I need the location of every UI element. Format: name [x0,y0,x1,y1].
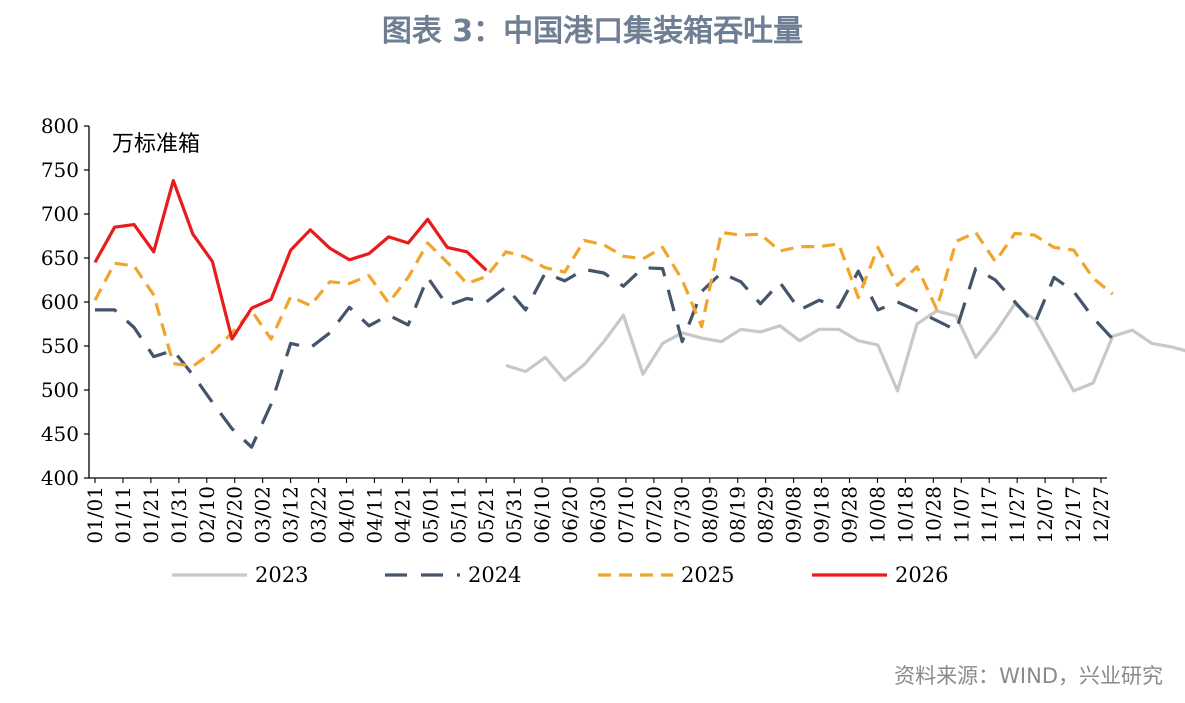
series-line-2024 [95,266,1114,449]
x-tick-label: 11/17 [977,486,1001,544]
x-tick-label: 06/20 [558,486,582,544]
y-tick-label: 400 [41,466,79,490]
x-tick-label: 06/10 [530,486,554,544]
series-line-2025 [93,230,1114,368]
x-tick-label: 09/18 [810,486,834,544]
x-tick-label: 03/02 [251,486,275,544]
x-tick-label: 01/01 [83,486,107,544]
x-tick-label: 11/07 [949,486,973,544]
source-note: 资料来源：WIND，兴业研究 [894,664,1163,688]
x-axis-ticks: 01/01 01/11 01/21 01/31 02/10 02/20 03/02 03/12… [83,478,1113,544]
x-tick-label: 02/20 [223,486,247,544]
y-unit-label: 万标准箱 [112,132,200,157]
legend-label-2025: 2025 [681,563,734,587]
x-tick-label: 10/08 [865,486,889,544]
x-tick-label: 09/08 [782,486,806,544]
x-tick-label: 07/20 [642,486,666,544]
x-tick-label: 12/07 [1033,486,1057,544]
y-axis-ticks: 400 450 500 550 600 650 700 750 800 [41,114,89,490]
legend-label-2023: 2023 [255,563,308,587]
x-tick-label: 03/22 [307,486,331,544]
x-tick-label: 10/28 [921,486,945,544]
y-tick-label: 450 [41,422,79,446]
y-tick-label: 550 [41,334,79,358]
legend: 2023 2024 2025 2026 [172,563,948,587]
x-tick-label: 05/11 [446,486,470,544]
y-tick-label: 700 [41,202,79,226]
x-tick-label: 02/10 [195,486,219,544]
x-tick-label: 12/17 [1061,486,1085,544]
series-line-2026 [93,179,488,341]
x-tick-label: 08/29 [754,486,778,544]
y-tick-label: 800 [41,114,79,138]
x-tick-label: 08/09 [698,486,722,544]
series-layer [93,179,1185,449]
x-tick-label: 07/10 [614,486,638,544]
legend-label-2026: 2026 [895,563,948,587]
x-tick-label: 06/30 [586,486,610,544]
x-tick-label: 05/01 [418,486,442,544]
legend-label-2024: 2024 [468,563,521,587]
x-tick-label: 09/28 [838,486,862,544]
x-tick-label: 05/31 [502,486,526,544]
x-tick-label: 04/21 [390,486,414,544]
x-tick-label: 01/21 [139,486,163,544]
x-tick-label: 03/12 [279,486,303,544]
x-tick-label: 10/18 [893,486,917,544]
x-tick-label: 01/31 [167,486,191,544]
chart-title: 图表 3：中国港口集装箱吞吐量 [381,14,804,49]
series-line-2023 [505,302,1185,393]
y-tick-label: 500 [41,378,79,402]
x-tick-label: 11/27 [1005,486,1029,544]
x-tick-label: 12/27 [1089,486,1113,544]
x-tick-label: 04/01 [335,486,359,544]
y-tick-label: 600 [41,290,79,314]
x-tick-label: 08/19 [726,486,750,544]
y-tick-label: 650 [41,246,79,270]
x-tick-label: 05/21 [474,486,498,544]
y-tick-label: 750 [41,158,79,182]
x-tick-label: 07/30 [670,486,694,544]
x-tick-label: 04/11 [362,486,386,544]
x-tick-label: 01/11 [111,486,135,544]
